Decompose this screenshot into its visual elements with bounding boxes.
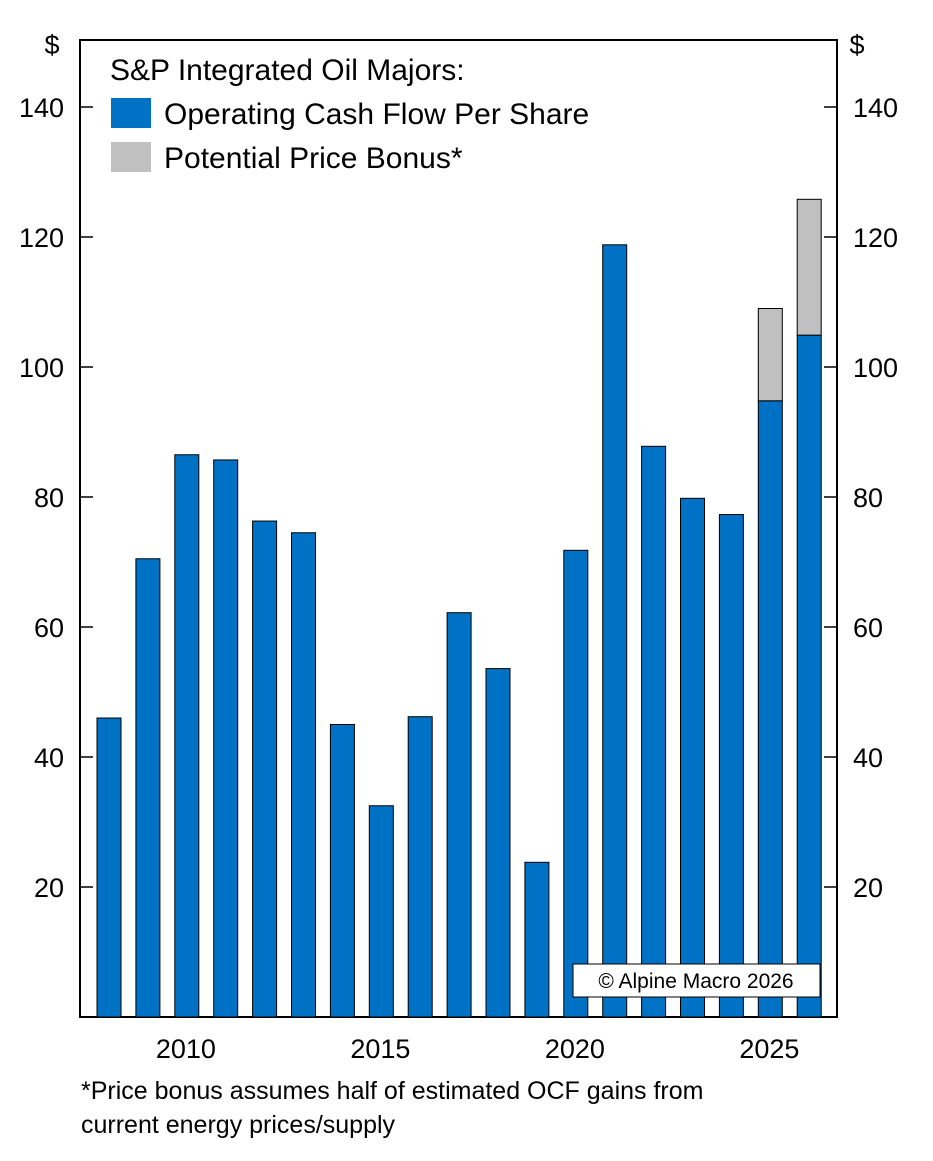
y-tick-label-right: 80 — [853, 483, 883, 513]
bar-ocf-2016 — [368, 805, 394, 1018]
bar-ocf-2025 — [718, 514, 744, 1018]
x-tick-label: 2025 — [739, 1034, 799, 1064]
y-tick-label-left: 40 — [34, 743, 64, 773]
bar-ocf-2019 — [485, 668, 511, 1018]
y-tick-label-right: 140 — [853, 93, 898, 123]
bar-ocf-2023 — [641, 445, 667, 1018]
x-tick-label: 2020 — [545, 1034, 605, 1064]
bar-ocf-2022 — [602, 244, 628, 1018]
x-tick-label: 2010 — [156, 1034, 216, 1064]
footnote-line-1: *Price bonus assumes half of estimated O… — [81, 1077, 704, 1105]
bar-ocf-2015 — [329, 724, 355, 1018]
legend-swatch-ocf — [111, 98, 151, 128]
y-tick-label-right: 120 — [853, 223, 898, 253]
bar-ocf-2024 — [680, 497, 705, 1018]
bar-ocf-2014 — [291, 532, 316, 1018]
y-tick-label-left: 120 — [19, 223, 64, 253]
bar-ocf-2009 — [96, 717, 122, 1018]
legend-swatch-bonus — [111, 142, 151, 172]
y-tick-label-left: 80 — [34, 483, 64, 513]
bars — [96, 198, 822, 1018]
bar-ocf-2011 — [174, 454, 200, 1018]
y-tick-label-right: 60 — [853, 613, 883, 643]
copyright-box: © Alpine Macro 2026 — [572, 963, 821, 998]
bar-ocf-2021 — [563, 549, 589, 1018]
bar-ocf-2026 — [757, 400, 783, 1018]
y-tick-label-right: 100 — [853, 353, 898, 383]
legend-title: S&P Integrated Oil Majors: — [110, 54, 465, 87]
bar-ocf-2027 — [796, 334, 822, 1018]
x-tick-label: 2015 — [350, 1034, 410, 1064]
bar-ocf-2017 — [407, 716, 433, 1018]
copyright-text: © Alpine Macro 2026 — [598, 970, 793, 993]
bar-ocf-2012 — [213, 459, 239, 1018]
bar-ocf-2020 — [524, 861, 550, 1018]
y-tick-label-right: 40 — [853, 743, 883, 773]
y-tick-label-left: 20 — [34, 873, 64, 903]
bar-bonus-2026 — [757, 308, 783, 402]
bar-ocf-2013 — [252, 520, 278, 1018]
y-tick-label-left: 60 — [34, 613, 64, 643]
y-unit-left: $ — [44, 30, 59, 60]
y-tick-label-left: 140 — [19, 93, 64, 123]
bar-ocf-2010 — [135, 558, 161, 1018]
legend-label-ocf: Operating Cash Flow Per Share — [164, 98, 589, 131]
footnote: *Price bonus assumes half of estimated O… — [81, 1074, 861, 1142]
bar-ocf-2018 — [446, 612, 472, 1018]
bar-bonus-2027 — [796, 198, 822, 336]
y-tick-label-left: 100 — [19, 353, 64, 383]
legend: S&P Integrated Oil Majors: Operating Cas… — [110, 54, 589, 175]
legend-label-bonus: Potential Price Bonus* — [164, 142, 463, 175]
y-tick-label-right: 20 — [853, 873, 883, 903]
y-unit-right: $ — [849, 30, 864, 60]
footnote-line-2: current energy prices/supply — [81, 1111, 396, 1139]
